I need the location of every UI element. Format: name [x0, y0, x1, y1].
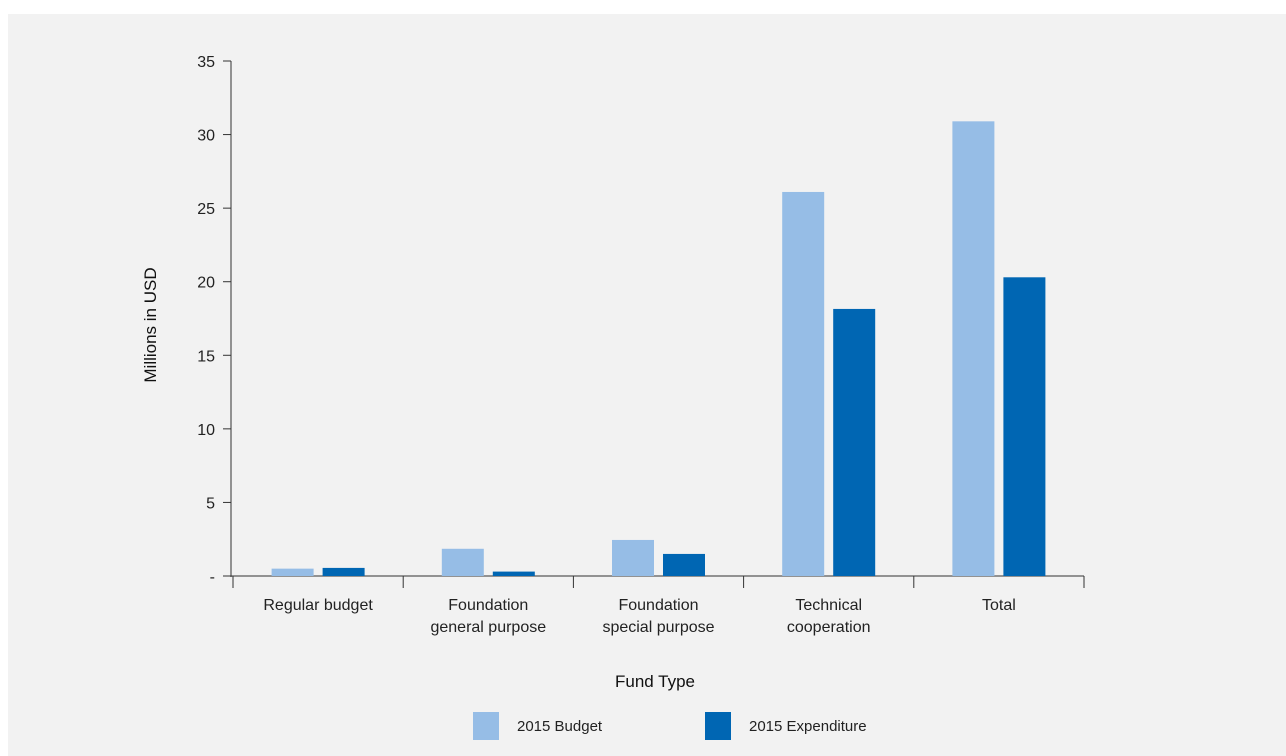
y-tick-label: 30 [197, 128, 215, 145]
bar-2015-budget-technical-cooperation [782, 191, 825, 576]
chart-panel: - 5 10 15 20 25 30 35 Regular budget Foundation ge… [8, 14, 1286, 756]
bar-2015-expenditure-regular-budget [322, 567, 365, 576]
bar-2015-expenditure-technical-cooperation [833, 308, 876, 576]
bars [271, 121, 1046, 576]
y-tick-label: 20 [197, 275, 215, 292]
y-tick-label: 5 [206, 495, 215, 512]
y-tick-label: 35 [197, 54, 215, 71]
y-tick-label: 25 [197, 201, 215, 218]
bar-2015-expenditure-total [1003, 277, 1046, 576]
y-tick-label: 15 [197, 348, 215, 365]
x-tick-label: Foundation special purpose [602, 597, 714, 636]
labels: - 5 10 15 20 25 30 35 Regular budget Foundation ge… [141, 54, 1016, 691]
bar-2015-budget-foundation-general-purpose [441, 548, 484, 576]
legend: 2015 Budget 2015 Expenditure [473, 712, 867, 740]
x-tick-label: Technical cooperation [787, 597, 871, 636]
bar-chart: - 5 10 15 20 25 30 35 Regular budget Foundation ge… [141, 54, 1085, 740]
x-axis-title: Fund Type [615, 672, 695, 691]
legend-swatch-2015-expenditure [705, 712, 731, 740]
x-tick-label: Foundation general purpose [430, 597, 546, 636]
y-tick-label: - [210, 569, 215, 586]
x-tick-label: Regular budget [263, 597, 373, 614]
x-tick-label: Total [982, 597, 1016, 614]
y-tick-label: 10 [197, 422, 215, 439]
legend-label-2015-expenditure: 2015 Expenditure [749, 718, 867, 735]
bar-2015-expenditure-foundation-general-purpose [492, 571, 535, 576]
bar-2015-budget-foundation-special-purpose [612, 539, 654, 576]
bar-2015-budget-total [952, 121, 995, 576]
legend-label-2015-budget: 2015 Budget [517, 718, 603, 735]
legend-swatch-2015-budget [473, 712, 499, 740]
bar-2015-expenditure-foundation-special-purpose [663, 553, 705, 576]
bar-2015-budget-regular-budget [271, 568, 314, 576]
y-axis-title: Millions in USD [141, 267, 160, 382]
axes [223, 60, 1085, 588]
